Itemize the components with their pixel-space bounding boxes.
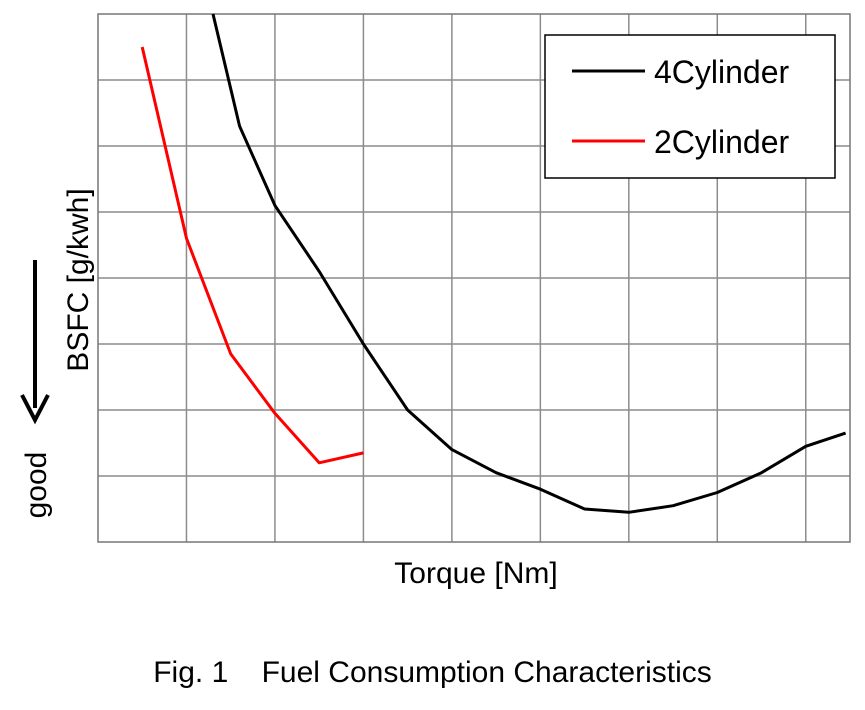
good-arrow-head — [20, 394, 50, 425]
bsfc-chart: 4Cylinder 2Cylinder Torque [Nm] BSFC [g/… — [20, 13, 851, 590]
legend-box — [544, 34, 836, 179]
caption-fig-number: Fig. 1 — [153, 656, 229, 689]
caption-text: Fuel Consumption Characteristics — [261, 656, 712, 689]
series-layer — [140, 13, 847, 514]
legend: 4Cylinder 2Cylinder — [544, 34, 836, 179]
plot-frame — [97, 13, 851, 543]
series-line-2cylinder — [140, 46, 364, 465]
series-line-4cylinder — [211, 13, 847, 514]
good-label: good — [20, 452, 53, 519]
x-axis-label: Torque [Nm] — [394, 557, 557, 590]
legend-label-2cylinder: 2Cylinder — [654, 124, 790, 160]
good-arrow — [20, 260, 50, 425]
legend-label-4cylinder: 4Cylinder — [654, 54, 790, 90]
figure-caption: Fig. 1 Fuel Consumption Characteristics — [0, 656, 865, 690]
y-axis-label: BSFC [g/kwh] — [62, 188, 95, 371]
